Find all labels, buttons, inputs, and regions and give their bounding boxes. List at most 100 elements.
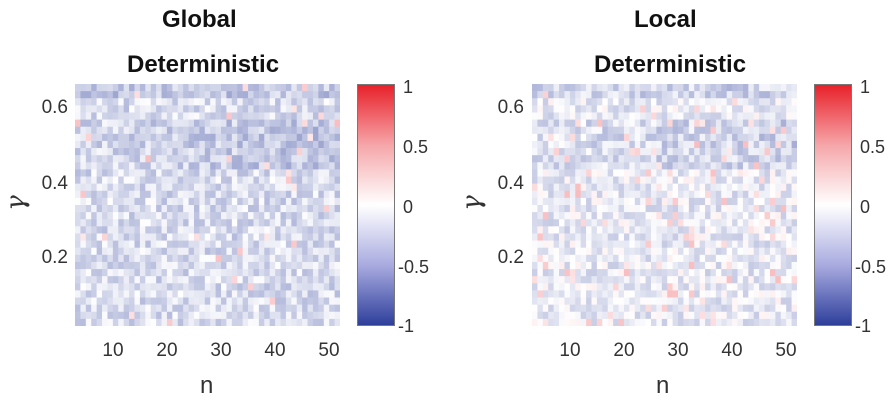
heatmap-cell	[166, 269, 173, 277]
heatmap-cell	[764, 304, 771, 313]
heatmap-cell	[532, 162, 538, 170]
heatmap-cell	[139, 84, 146, 92]
heatmap-cell	[672, 226, 679, 234]
heatmap-cell	[640, 98, 646, 106]
heatmap-cell	[161, 304, 168, 313]
heatmap-cell	[269, 205, 276, 213]
heatmap-cell	[112, 148, 119, 156]
heatmap-cell	[129, 276, 135, 284]
heatmap-cell	[91, 219, 97, 227]
heatmap-cell	[764, 212, 771, 220]
colorbar-tick: 1	[403, 77, 414, 97]
heatmap-cell	[705, 261, 711, 270]
heatmap-cell	[118, 290, 124, 298]
heatmap-cell	[237, 318, 243, 326]
heatmap-cell	[688, 148, 695, 156]
heatmap-cell	[569, 112, 576, 120]
heatmap-cell	[532, 91, 538, 99]
heatmap-cell	[607, 219, 614, 227]
heatmap-cell	[275, 155, 281, 163]
heatmap-cell	[537, 226, 544, 234]
heatmap-cell	[591, 212, 598, 220]
heatmap-cell	[705, 105, 711, 113]
heatmap-cell	[780, 148, 787, 156]
heatmap-cell	[80, 133, 87, 142]
heatmap-cell	[296, 269, 303, 277]
heatmap-cell	[650, 297, 657, 305]
heatmap-cell	[291, 247, 298, 256]
heatmap-cell	[553, 247, 560, 256]
heatmap-cell	[231, 205, 238, 213]
heatmap-cell	[786, 190, 792, 199]
heatmap-cell	[542, 162, 549, 170]
heatmap-cell	[602, 162, 609, 170]
heatmap-cell	[553, 226, 560, 234]
heatmap-cell	[618, 226, 625, 234]
heatmap-cell	[586, 133, 592, 142]
heatmap-cell	[253, 254, 260, 263]
heatmap-cell	[710, 169, 717, 177]
heatmap-cell	[323, 254, 330, 263]
heatmap-cell	[177, 148, 184, 156]
heatmap-cell	[764, 247, 771, 256]
heatmap-cell	[559, 162, 565, 170]
heatmap-cell	[177, 297, 184, 305]
heatmap-cell	[591, 304, 598, 313]
heatmap-cell	[275, 169, 281, 177]
heatmap-cell	[748, 155, 755, 163]
heatmap-cell	[193, 318, 200, 326]
heatmap-cell	[629, 91, 636, 99]
heatmap-cell	[618, 233, 625, 241]
heatmap-cell	[569, 247, 576, 256]
heatmap-cell	[775, 126, 782, 135]
heatmap-cell	[161, 276, 168, 284]
heatmap-cell	[780, 261, 787, 270]
heatmap-cell	[231, 105, 238, 113]
heatmap-cell	[318, 226, 325, 234]
heatmap-cell	[329, 98, 335, 106]
heatmap-cell	[248, 233, 254, 241]
heatmap-cell	[607, 197, 614, 206]
heatmap-cell	[553, 269, 560, 277]
heatmap-cell	[172, 276, 179, 284]
heatmap-cell	[775, 290, 782, 298]
heatmap-cell	[96, 205, 103, 213]
heatmap-cell	[769, 290, 776, 298]
heatmap-cell	[102, 84, 108, 92]
heatmap-cell	[645, 190, 652, 199]
heatmap-cell	[786, 176, 792, 184]
heatmap-cell	[166, 169, 173, 177]
heatmap-cell	[672, 197, 679, 206]
heatmap-cell	[221, 247, 227, 256]
heatmap-cell	[329, 240, 335, 249]
heatmap-cell	[564, 197, 571, 206]
heatmap-cell	[226, 148, 233, 156]
heatmap-cell	[537, 269, 544, 277]
heatmap-cell	[248, 91, 254, 99]
heatmap-cell	[742, 119, 749, 128]
heatmap-cell	[548, 126, 554, 135]
heatmap-cell	[150, 183, 157, 192]
heatmap-cell	[237, 119, 243, 128]
heatmap-cell	[291, 297, 298, 305]
heatmap-cell	[312, 119, 319, 128]
heatmap-cell	[780, 98, 787, 106]
heatmap-cell	[753, 148, 760, 156]
heatmap-cell	[542, 133, 549, 142]
heatmap-cell	[710, 226, 717, 234]
heatmap-cell	[591, 126, 598, 135]
heatmap-cell	[210, 247, 216, 256]
heatmap-cell	[102, 283, 108, 291]
x-tick: 40	[264, 340, 286, 361]
heatmap-cell	[775, 98, 782, 106]
heatmap-cell	[775, 190, 782, 199]
heatmap-cell	[312, 148, 319, 156]
heatmap-cell	[226, 183, 233, 192]
heatmap-cell	[629, 140, 636, 149]
heatmap-cell	[591, 261, 598, 270]
heatmap-cell	[650, 247, 657, 256]
heatmap-cell	[102, 126, 108, 135]
heatmap-cell	[183, 233, 189, 241]
heatmap-cell	[748, 240, 755, 249]
heatmap-cell	[91, 290, 97, 298]
